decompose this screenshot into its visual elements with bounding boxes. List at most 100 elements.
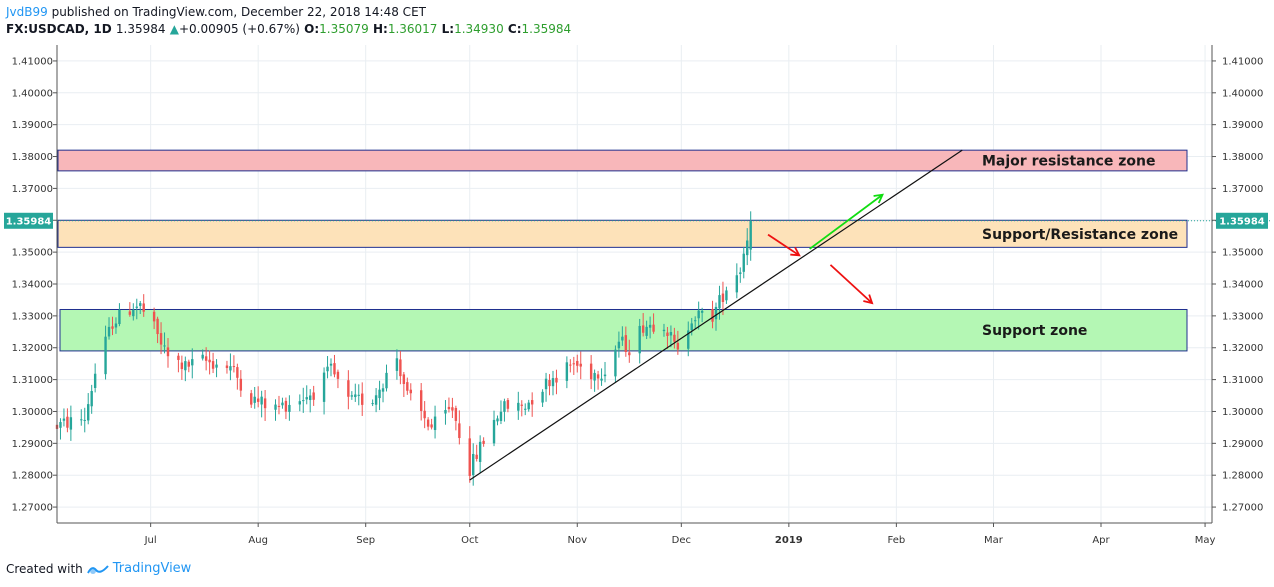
- axes-layer: 1.27000 1.27000 1.28000 1.28000 1.29000 1.290…: [4, 45, 1268, 546]
- x-tick-label: Nov: [568, 535, 588, 546]
- candle-body: [426, 419, 430, 427]
- zone-label: Support/Resistance zone: [982, 227, 1178, 243]
- candles-layer: [55, 211, 752, 486]
- candle-body: [718, 295, 721, 309]
- candle-body: [492, 419, 496, 444]
- candle-body: [347, 380, 350, 397]
- candle-body: [617, 341, 621, 349]
- y-tick-label-left: 1.29000: [12, 439, 53, 450]
- candle-body: [211, 361, 215, 369]
- candle-body: [555, 377, 558, 383]
- candle-body: [700, 310, 704, 313]
- candle-body: [354, 394, 357, 398]
- candle-body: [482, 440, 485, 444]
- low-label: L:: [441, 22, 455, 36]
- x-tick-label: Oct: [461, 535, 478, 546]
- candle-body: [329, 363, 333, 366]
- y-tick-label-right: 1.37000: [1222, 184, 1263, 195]
- candle-body: [569, 364, 572, 366]
- candle-body: [180, 362, 184, 370]
- y-tick-label-left: 1.34000: [12, 280, 53, 291]
- x-tick-label: May: [1195, 535, 1216, 546]
- last-price-badge-right: [1216, 212, 1268, 229]
- candle-body: [520, 404, 523, 406]
- candle-body: [378, 389, 381, 399]
- candle-body: [472, 453, 475, 476]
- candle-body: [250, 393, 253, 405]
- open-label: O:: [304, 22, 320, 36]
- candle-body: [746, 240, 749, 256]
- candle-body: [135, 306, 138, 308]
- candle-body: [662, 329, 666, 332]
- last-price-badge-left: [4, 212, 53, 229]
- candle-body: [229, 366, 232, 371]
- candle-body: [600, 378, 603, 381]
- candle-body: [93, 373, 97, 388]
- zone-box: [57, 149, 1188, 172]
- candle-body: [478, 441, 482, 462]
- candle-body: [596, 374, 600, 379]
- candle-body: [433, 416, 437, 431]
- candle-body: [201, 354, 204, 359]
- candle-body: [451, 407, 454, 411]
- candle-body: [447, 406, 451, 410]
- chart-grid: [57, 45, 1212, 523]
- candle-body: [256, 398, 260, 402]
- candle-body: [687, 330, 690, 349]
- candle-body: [322, 372, 326, 402]
- y-tick-label-left: 1.41000: [12, 56, 53, 67]
- zone-box: [59, 308, 1188, 352]
- zone-label: Major resistance zone: [982, 154, 1155, 170]
- candle-body: [593, 372, 596, 381]
- last-price: 1.35984: [115, 22, 166, 36]
- candle-body: [589, 363, 593, 380]
- candle-body: [239, 378, 243, 391]
- candle-body: [524, 408, 527, 410]
- change-value: +0.00905 (+0.67%): [178, 22, 300, 36]
- candle-body: [305, 397, 308, 400]
- y-tick-label-left: 1.39000: [12, 120, 53, 131]
- x-tick-label: Dec: [672, 535, 691, 546]
- candle-body: [669, 332, 673, 336]
- candle-body: [725, 290, 728, 301]
- candle-body: [475, 454, 478, 459]
- created-with-text: Created with: [6, 562, 83, 576]
- published-text: published on TradingView.com, December 2…: [47, 5, 426, 19]
- candle-body: [232, 366, 236, 368]
- x-tick-label: Aug: [248, 535, 268, 546]
- candle-body: [503, 401, 506, 412]
- candle-body: [419, 390, 423, 411]
- y-tick-label-left: 1.33000: [12, 311, 53, 322]
- x-tick-label: 2019: [775, 535, 803, 546]
- y-tick-label-right: 1.27000: [1222, 503, 1263, 514]
- candle-body: [714, 306, 718, 320]
- author-link[interactable]: JvdB99: [6, 5, 48, 19]
- candle-body: [69, 417, 73, 430]
- candle-body: [333, 363, 336, 375]
- candle-body: [673, 334, 676, 342]
- candle-body: [59, 422, 62, 428]
- y-tick-label-left: 1.32000: [12, 343, 53, 354]
- candle-body: [298, 401, 301, 405]
- y-tick-label-right: 1.39000: [1222, 120, 1263, 131]
- candle-body: [312, 392, 315, 400]
- tradingview-brand-link[interactable]: TradingView: [112, 561, 192, 576]
- candle-body: [506, 400, 510, 409]
- candle-body: [468, 438, 471, 476]
- candle-body: [62, 418, 66, 421]
- candle-body: [395, 358, 399, 371]
- candle-body: [215, 364, 218, 368]
- y-tick-label-right: 1.38000: [1222, 152, 1263, 163]
- candle-body: [381, 388, 385, 392]
- candle-body: [87, 404, 90, 421]
- candle-body: [693, 320, 697, 322]
- high-value: 1.36017: [387, 22, 438, 36]
- open-value: 1.35079: [319, 22, 369, 36]
- y-tick-label-left: 1.40000: [12, 88, 53, 99]
- footer: Created with TradingView: [6, 561, 191, 577]
- arrow-shaft: [829, 264, 873, 304]
- candle-body: [118, 309, 121, 325]
- y-tick-label-right: 1.32000: [1222, 343, 1263, 354]
- close-value: 1.35984: [521, 22, 572, 36]
